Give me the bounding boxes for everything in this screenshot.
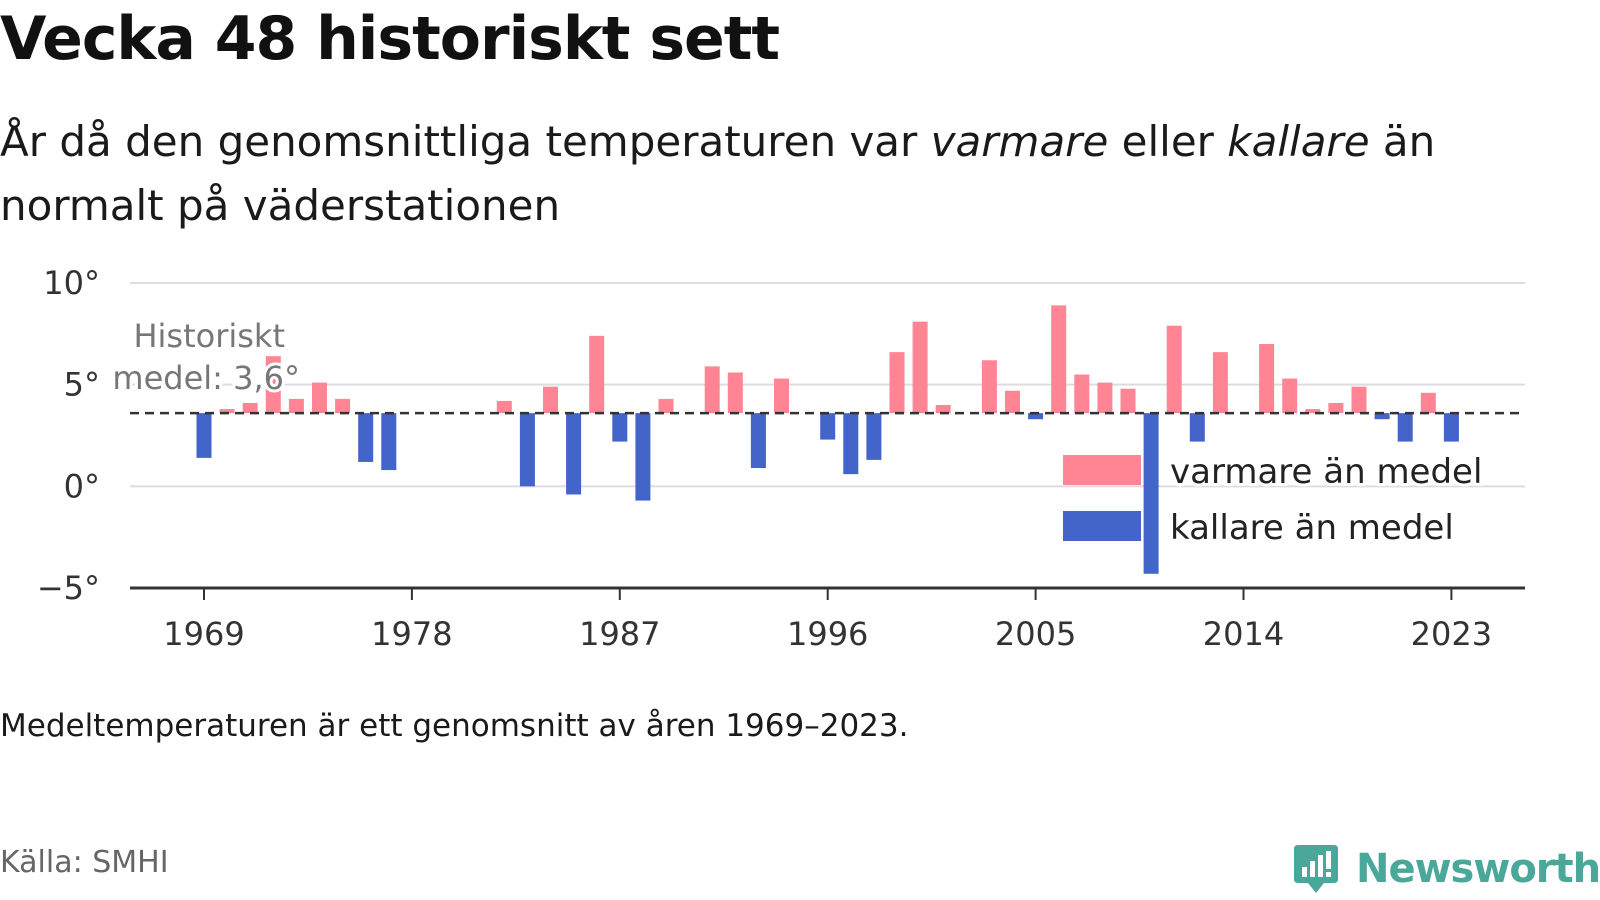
bars	[196, 305, 1459, 574]
bar-1969	[196, 413, 212, 458]
bar-2000	[912, 321, 928, 414]
bar-1992	[727, 372, 743, 414]
bar-1985	[566, 413, 582, 495]
brand-logo: Newsworthy	[1290, 843, 1600, 895]
bar-2001	[935, 405, 951, 414]
reference-line-group: Historiskt medel: 3,6°	[109, 314, 1525, 415]
legend-label-warm: varmare än medel	[1170, 452, 1482, 492]
bar-1998	[866, 413, 882, 460]
bar-1971	[242, 402, 258, 414]
newsworthy-logo-icon	[1294, 845, 1338, 893]
reference-label-line-1: Historiskt	[133, 317, 285, 355]
bar-1975	[335, 398, 351, 414]
bar-1987	[612, 413, 628, 442]
subtitle-part-2: eller	[1108, 117, 1228, 166]
axes: −5° 0° 5° 10° 1969 1978 1987 1996 2005 2014 2023	[37, 264, 1525, 653]
bar-1994	[774, 378, 789, 414]
subtitle-part-1: År då den genomsnittliga temperaturen va…	[0, 117, 931, 166]
bar-1976	[358, 413, 374, 462]
bar-2006	[1051, 305, 1067, 414]
bar-2023	[1443, 413, 1459, 442]
bar-1982	[496, 400, 512, 414]
bar-1989	[658, 398, 674, 414]
bar-1977	[381, 413, 397, 471]
chart-subtitle: År då den genomsnittliga temperaturen va…	[0, 110, 1540, 238]
x-tick-label: 2023	[1411, 615, 1492, 653]
x-tick-label: 1969	[163, 615, 244, 653]
bar-2016	[1282, 378, 1298, 414]
bar-2005	[1028, 413, 1044, 420]
footnote: Medeltemperaturen är ett genomsnitt av å…	[0, 708, 909, 744]
chart-title: Vecka 48 historiskt sett	[0, 4, 780, 74]
legend-label-cold: kallare än medel	[1170, 508, 1454, 548]
bar-2007	[1074, 374, 1090, 414]
bar-1997	[843, 413, 859, 475]
bar-2022	[1420, 392, 1436, 414]
reference-label-line-2: medel: 3,6°	[112, 359, 300, 397]
bar-1974	[312, 382, 327, 414]
bar-2004	[1005, 390, 1020, 414]
bar-1993	[750, 413, 766, 469]
subtitle-cold: kallare	[1227, 117, 1370, 166]
bar-1991	[704, 366, 720, 414]
subtitle-warm: varmare	[930, 117, 1109, 166]
x-tick-label: 1987	[579, 615, 660, 653]
x-tick-label: 2005	[995, 615, 1076, 653]
x-tick-label: 1978	[371, 615, 452, 653]
bar-2020	[1374, 413, 1390, 420]
legend: varmare än medel kallare än medel	[1063, 449, 1485, 551]
x-tick-label: 1996	[787, 615, 868, 653]
bar-1984	[543, 386, 558, 414]
y-tick-label: 0°	[64, 467, 100, 505]
source-credit: Källa: SMHI	[0, 845, 169, 880]
bar-chart: −5° 0° 5° 10° 1969 1978 1987 1996 2005 2014 2023 H…	[37, 264, 1525, 653]
y-tick-label: −5°	[37, 569, 100, 607]
bar-2008	[1097, 382, 1113, 414]
bar-1972	[265, 356, 281, 414]
bar-2003	[981, 360, 997, 414]
legend-swatch-cold	[1063, 511, 1141, 541]
brand-name: Newsworthy	[1356, 846, 1600, 892]
x-tick-label: 2014	[1203, 615, 1284, 653]
bar-2011	[1166, 325, 1182, 414]
bar-2018	[1328, 402, 1344, 414]
bar-1996	[820, 413, 836, 440]
legend-swatch-warm	[1063, 455, 1141, 485]
bar-1988	[635, 413, 651, 501]
y-tick-label: 10°	[43, 264, 100, 302]
bar-2010	[1143, 413, 1159, 574]
y-tick-label: 5°	[64, 366, 100, 404]
bar-1970	[219, 409, 235, 414]
bar-2013	[1212, 352, 1228, 414]
bar-1973	[288, 398, 304, 414]
bar-2021	[1397, 413, 1413, 442]
bar-1983	[519, 413, 535, 487]
bar-2019	[1351, 386, 1367, 414]
bar-2015	[1259, 344, 1275, 414]
bar-2012	[1189, 413, 1205, 442]
bar-2017	[1305, 409, 1321, 414]
bar-1986	[589, 335, 605, 414]
bar-1999	[889, 352, 905, 414]
bar-2009	[1120, 388, 1136, 414]
subtitle-part-3: än normalt på väderstationen	[0, 117, 1436, 230]
